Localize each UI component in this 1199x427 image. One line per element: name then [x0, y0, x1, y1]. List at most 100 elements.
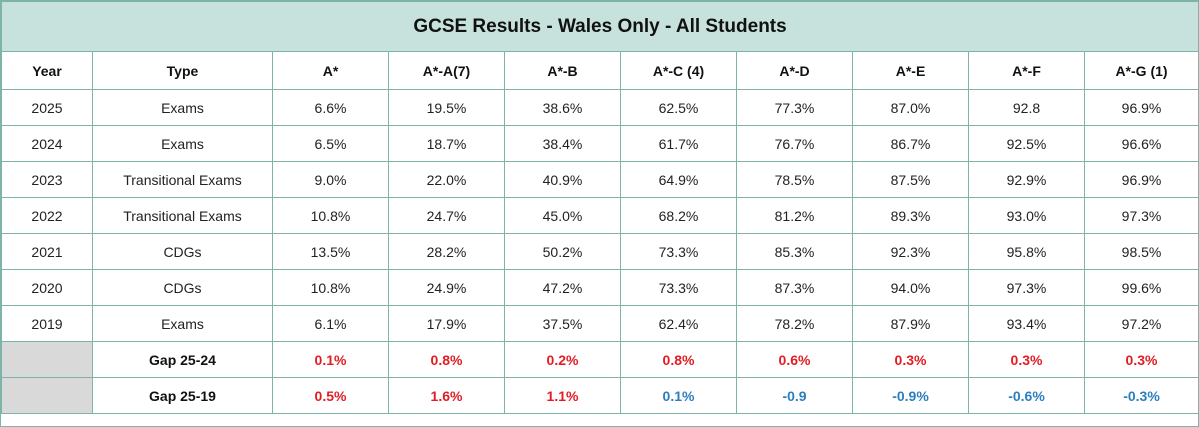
table-row: 2022 Transitional Exams 10.8% 24.7% 45.0% 68.… [1, 197, 1199, 234]
type-cell: CDGs [92, 233, 273, 270]
gap-value-cell: 0.3% [1083, 341, 1199, 378]
type-cell: Transitional Exams [92, 197, 273, 234]
header-row: Year Type A* A*-A(7) A*-B A*-C (4) A*-D … [1, 51, 1199, 90]
value-cell: 94.0% [852, 269, 969, 306]
value-cell: 62.5% [620, 89, 737, 126]
gap-value-cell: 1.6% [388, 377, 505, 414]
type-cell: Exams [92, 305, 273, 342]
table-row: 2020 CDGs 10.8% 24.9% 47.2% 73.3% 87.3% 94.0% 97… [1, 269, 1199, 306]
gap-value-cell: 0.1% [620, 377, 737, 414]
value-cell: 97.3% [1083, 197, 1199, 234]
value-cell: 37.5% [504, 305, 621, 342]
value-cell: 98.5% [1083, 233, 1199, 270]
value-cell: 22.0% [388, 161, 505, 198]
value-cell: 6.1% [272, 305, 389, 342]
gap-value-cell: 0.8% [620, 341, 737, 378]
value-cell: 77.3% [736, 89, 853, 126]
value-cell: 73.3% [620, 233, 737, 270]
column-header: A* [272, 51, 389, 90]
value-cell: 99.6% [1083, 269, 1199, 306]
gap-value-cell: 0.3% [852, 341, 969, 378]
gap-label: Gap 25-19 [92, 377, 273, 414]
type-cell: Exams [92, 89, 273, 126]
value-cell: 10.8% [272, 197, 389, 234]
table-title: GCSE Results - Wales Only - All Students [0, 1, 1199, 52]
type-cell: Transitional Exams [92, 161, 273, 198]
column-header: A*-D [736, 51, 853, 90]
value-cell: 13.5% [272, 233, 389, 270]
gap-row: Gap 25-19 0.5% 1.6% 1.1% 0.1% -0.9 -0.9% -0.6% -… [1, 377, 1199, 414]
column-header: Year [1, 51, 93, 90]
gap-value-cell: 0.5% [272, 377, 389, 414]
value-cell: 96.9% [1083, 161, 1199, 198]
value-cell: 24.9% [388, 269, 505, 306]
table-body: 2025 Exams 6.6% 19.5% 38.6% 62.5% 77.3% 87.0% 92… [1, 89, 1199, 414]
value-cell: 62.4% [620, 305, 737, 342]
value-cell: 19.5% [388, 89, 505, 126]
table-row: 2023 Transitional Exams 9.0% 22.0% 40.9% 64.9… [1, 161, 1199, 198]
value-cell: 78.5% [736, 161, 853, 198]
value-cell: 78.2% [736, 305, 853, 342]
value-cell: 81.2% [736, 197, 853, 234]
year-cell: 2021 [1, 233, 93, 270]
value-cell: 64.9% [620, 161, 737, 198]
gap-value-cell: 0.1% [272, 341, 389, 378]
value-cell: 24.7% [388, 197, 505, 234]
gap-value-cell: -0.3% [1083, 377, 1199, 414]
value-cell: 61.7% [620, 125, 737, 162]
value-cell: 10.8% [272, 269, 389, 306]
value-cell: 47.2% [504, 269, 621, 306]
gap-value-cell: 0.3% [968, 341, 1085, 378]
value-cell: 87.5% [852, 161, 969, 198]
gap-value-cell: 0.2% [504, 341, 621, 378]
value-cell: 92.5% [968, 125, 1085, 162]
results-table: GCSE Results - Wales Only - All Students… [0, 1, 1199, 414]
gap-value-cell: -0.6% [968, 377, 1085, 414]
gap-value-cell: -0.9% [852, 377, 969, 414]
value-cell: 96.9% [1083, 89, 1199, 126]
column-header: A*-C (4) [620, 51, 737, 90]
table-row: 2019 Exams 6.1% 17.9% 37.5% 62.4% 78.2% 87.9% 93… [1, 305, 1199, 342]
value-cell: 9.0% [272, 161, 389, 198]
column-header: A*-B [504, 51, 621, 90]
value-cell: 93.0% [968, 197, 1085, 234]
gap-blank-cell [1, 341, 93, 378]
table-row: 2025 Exams 6.6% 19.5% 38.6% 62.5% 77.3% 87.0% 92… [1, 89, 1199, 126]
year-cell: 2020 [1, 269, 93, 306]
value-cell: 95.8% [968, 233, 1085, 270]
value-cell: 73.3% [620, 269, 737, 306]
year-cell: 2022 [1, 197, 93, 234]
value-cell: 6.6% [272, 89, 389, 126]
value-cell: 50.2% [504, 233, 621, 270]
year-cell: 2023 [1, 161, 93, 198]
value-cell: 96.6% [1083, 125, 1199, 162]
value-cell: 89.3% [852, 197, 969, 234]
value-cell: 45.0% [504, 197, 621, 234]
column-header: A*-A(7) [388, 51, 505, 90]
value-cell: 18.7% [388, 125, 505, 162]
value-cell: 38.6% [504, 89, 621, 126]
value-cell: 97.2% [1083, 305, 1199, 342]
value-cell: 76.7% [736, 125, 853, 162]
type-cell: Exams [92, 125, 273, 162]
table-row: 2021 CDGs 13.5% 28.2% 50.2% 73.3% 85.3% 92.3% 95… [1, 233, 1199, 270]
value-cell: 92.8 [968, 89, 1085, 126]
gap-row: Gap 25-24 0.1% 0.8% 0.2% 0.8% 0.6% 0.3% 0.3% 0.3… [1, 341, 1199, 378]
column-header: A*-G (1) [1083, 51, 1199, 90]
gap-value-cell: 0.8% [388, 341, 505, 378]
year-cell: 2019 [1, 305, 93, 342]
value-cell: 93.4% [968, 305, 1085, 342]
value-cell: 85.3% [736, 233, 853, 270]
value-cell: 17.9% [388, 305, 505, 342]
value-cell: 87.0% [852, 89, 969, 126]
value-cell: 97.3% [968, 269, 1085, 306]
value-cell: 40.9% [504, 161, 621, 198]
gap-blank-cell [1, 377, 93, 414]
type-cell: CDGs [92, 269, 273, 306]
column-header: Type [92, 51, 273, 90]
value-cell: 92.9% [968, 161, 1085, 198]
year-cell: 2024 [1, 125, 93, 162]
value-cell: 68.2% [620, 197, 737, 234]
gap-value-cell: 0.6% [736, 341, 853, 378]
